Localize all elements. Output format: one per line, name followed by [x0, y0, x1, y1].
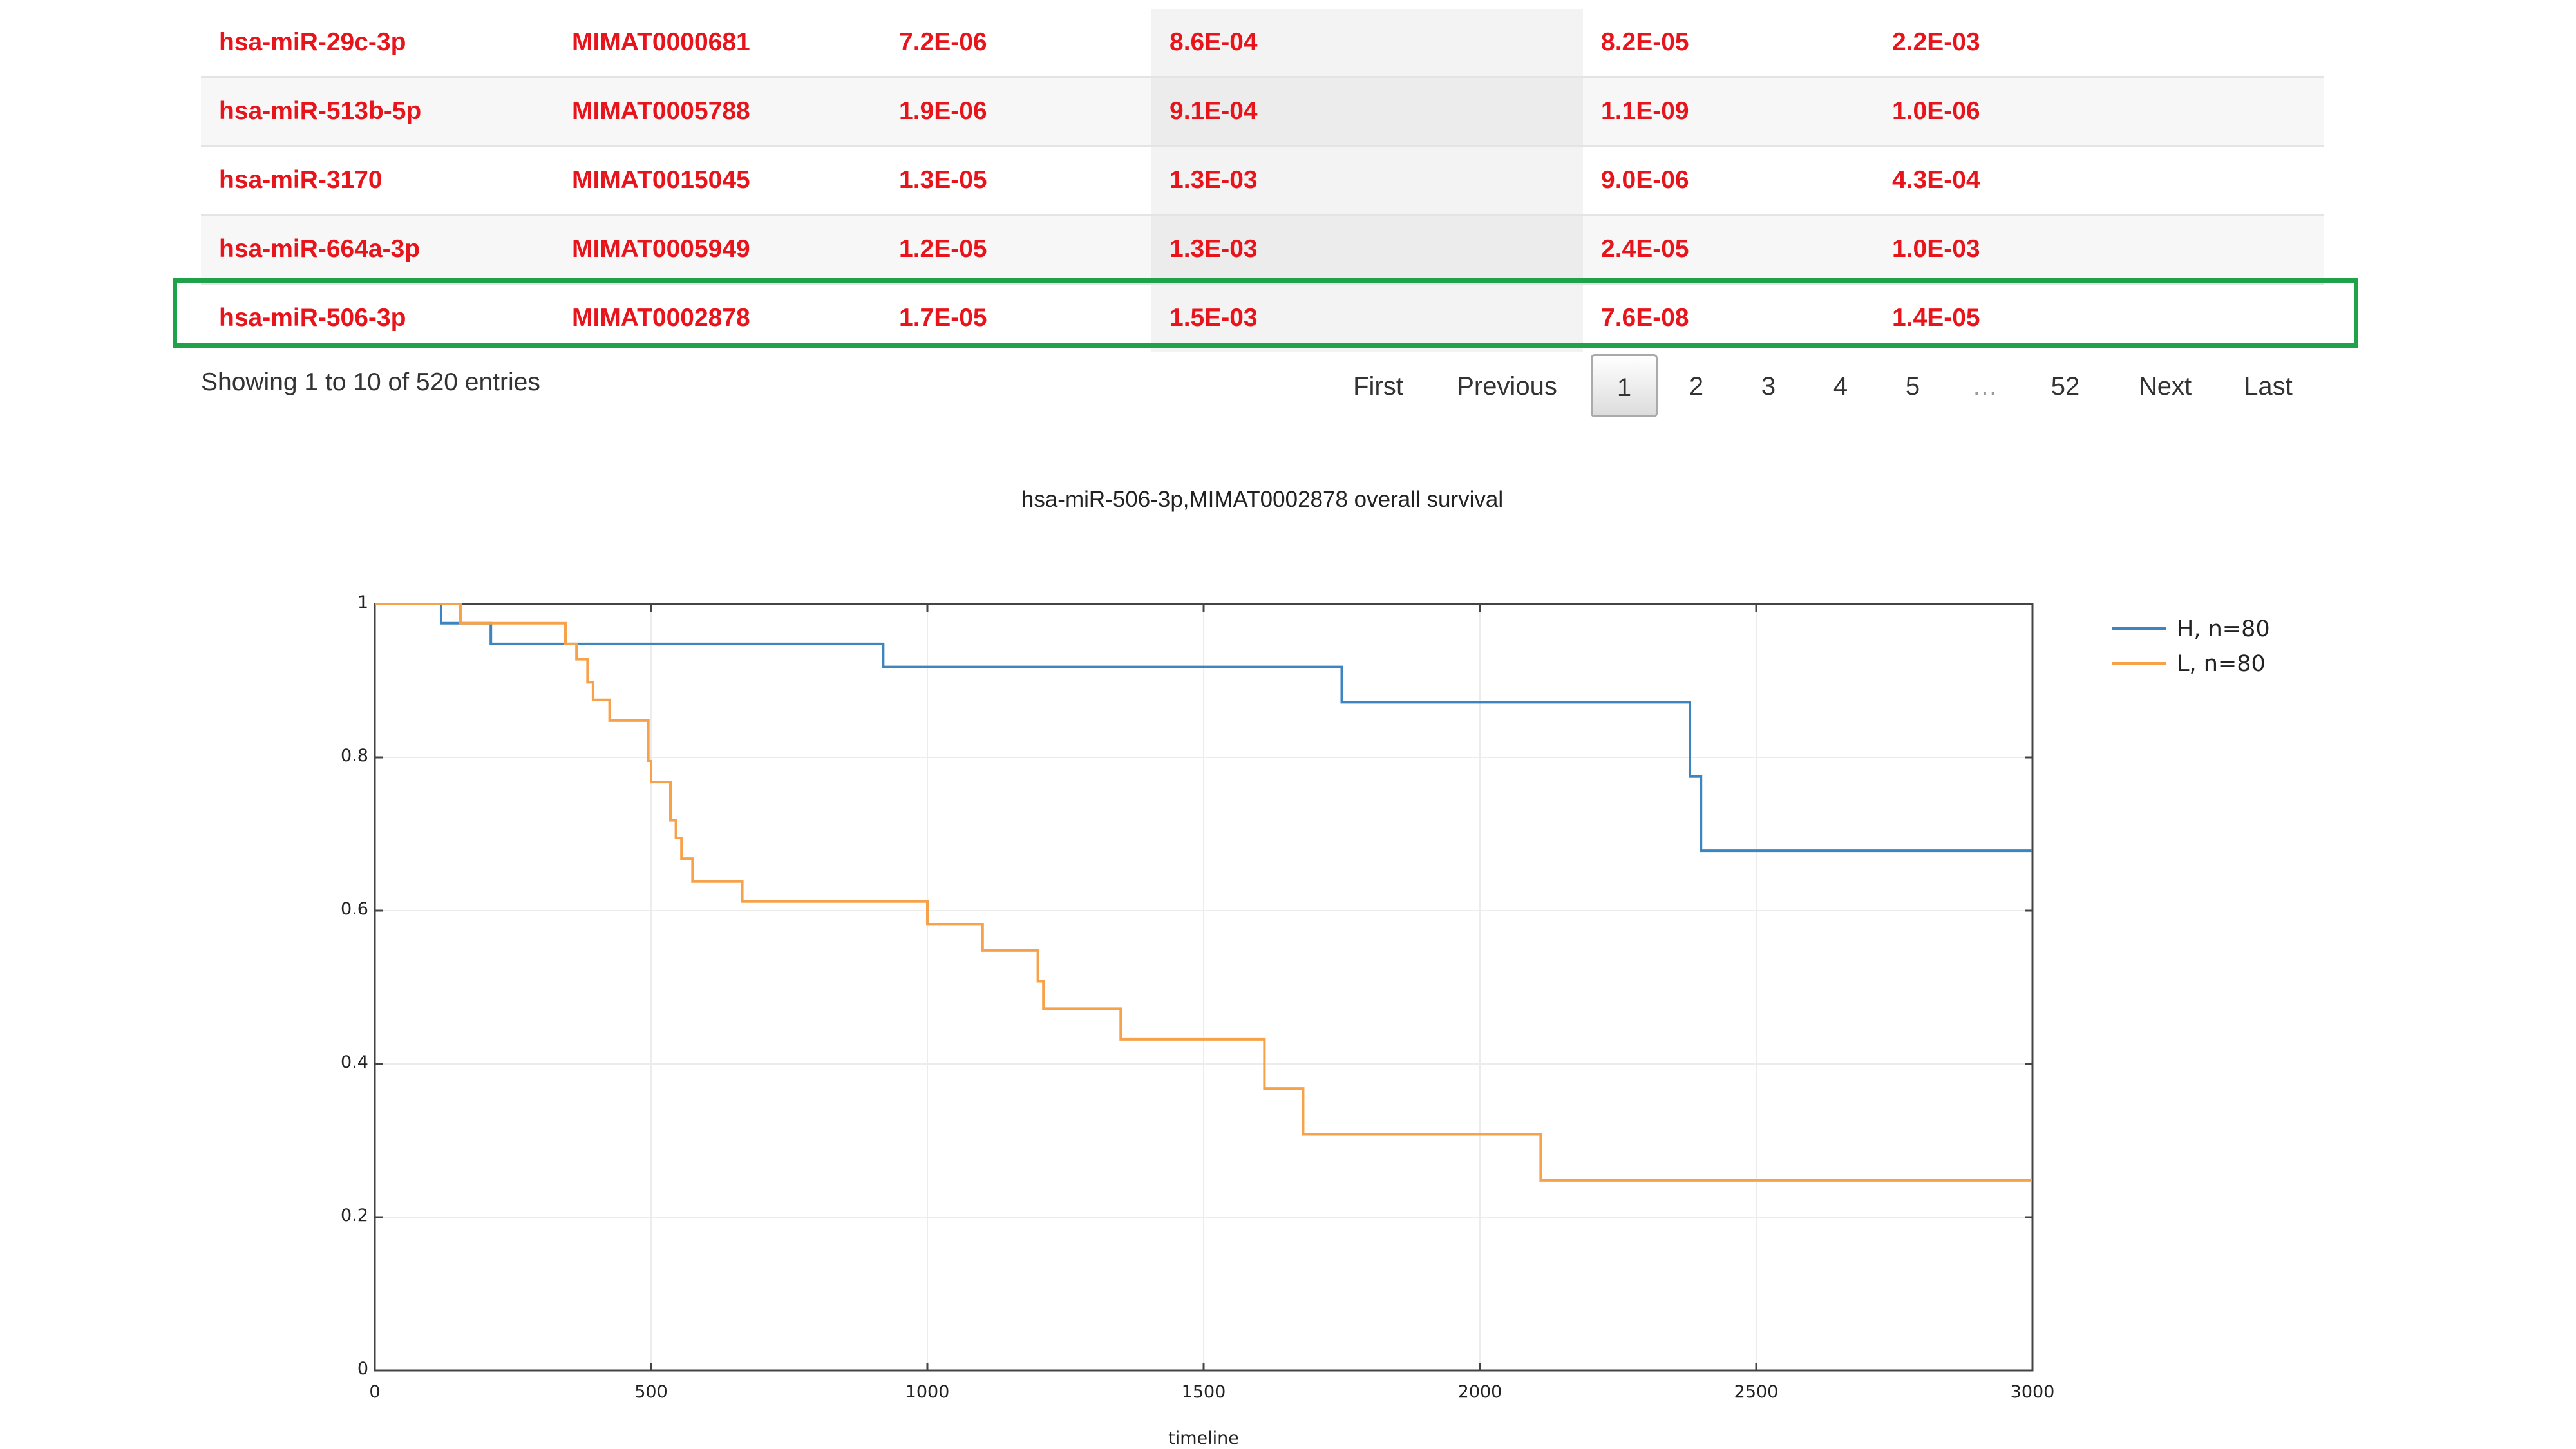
value-cell-4: 1.0E-06 — [1874, 77, 2324, 147]
value-cell-2: 9.1E-04 — [1151, 77, 1583, 147]
x-tick-label: 1000 — [905, 1382, 950, 1402]
value-cell-3: 9.0E-06 — [1583, 146, 1874, 216]
accession-cell: MIMAT0015045 — [554, 146, 881, 216]
value-cell-1: 1.7E-05 — [899, 304, 987, 332]
y-tick-label: 0.6 — [341, 899, 368, 919]
y-tick-label: 0.2 — [341, 1206, 368, 1226]
mirna-name-cell: hsa-miR-29c-3p — [201, 9, 554, 78]
pagination-page-2[interactable]: 2 — [1689, 372, 1704, 401]
y-tick-label: 0 — [357, 1359, 368, 1379]
chart-title: hsa-miR-506-3p,MIMAT0002878 overall surv… — [1021, 487, 1504, 512]
table-row[interactable]: hsa-miR-506-3p MIMAT0002878 1.7E-05 1.5E-03… — [201, 283, 2324, 352]
accession-cell: MIMAT0002878 — [572, 304, 750, 332]
value-cell-3: 1.1E-09 — [1583, 77, 1874, 147]
y-tick-label: 0.8 — [341, 746, 368, 766]
mirna-name-cell: hsa-miR-506-3p — [219, 304, 406, 332]
value-cell-3: 7.6E-08 — [1601, 304, 1689, 332]
pagination-page-4[interactable]: 4 — [1833, 372, 1848, 401]
accession-cell: MIMAT0000681 — [554, 9, 881, 78]
table-body: hsa-miR-29c-3p MIMAT0000681 7.2E-06 8.6E-04… — [201, 9, 2324, 352]
x-tick-label: 2000 — [1458, 1382, 1502, 1402]
table-row[interactable]: hsa-miR-513b-5p MIMAT0005788 1.9E-06 9.1E-0… — [201, 77, 2324, 147]
x-tick-label: 0 — [369, 1382, 380, 1402]
pagination-page-1[interactable]: 1 — [1591, 354, 1658, 417]
x-axis-label: timeline — [1168, 1428, 1239, 1448]
legend-label-l: L, n=80 — [2177, 651, 2266, 677]
x-tick-label: 1500 — [1182, 1382, 1226, 1402]
table-row[interactable]: hsa-miR-3170 MIMAT0015045 1.3E-05 1.3E-03 9.… — [201, 146, 2324, 216]
x-tick-label: 2500 — [1734, 1382, 1779, 1402]
x-tick-label: 3000 — [2011, 1382, 2055, 1402]
accession-cell: MIMAT0005788 — [554, 77, 881, 147]
pagination-page-3[interactable]: 3 — [1761, 372, 1776, 401]
accession-cell: MIMAT0005949 — [554, 214, 881, 285]
value-cell-1: 1.3E-05 — [881, 146, 1151, 216]
pagination-ellipsis: … — [1972, 372, 1998, 401]
value-cell-1: 1.2E-05 — [881, 214, 1151, 285]
value-cell-3: 8.2E-05 — [1583, 9, 1874, 78]
value-cell-4: 2.2E-03 — [1874, 9, 2324, 78]
results-table-area: hsa-miR-29c-3p MIMAT0000681 7.2E-06 8.6E-04… — [201, 0, 2324, 352]
table-info: Showing 1 to 10 of 520 entries — [201, 368, 540, 396]
value-cell-2: 1.3E-03 — [1151, 214, 1583, 285]
mirna-results-table: hsa-miR-29c-3p MIMAT0000681 7.2E-06 8.6E-04… — [201, 9, 2324, 352]
series-line-h — [375, 603, 2032, 853]
pagination-page-5[interactable]: 5 — [1905, 372, 1920, 401]
series-line-l — [375, 603, 2032, 1182]
value-cell-2: 8.6E-04 — [1151, 9, 1583, 78]
value-cell-3: 2.4E-05 — [1583, 214, 1874, 285]
y-tick-label: 0.4 — [341, 1052, 368, 1072]
pagination-first-button[interactable]: First — [1353, 372, 1403, 401]
value-cell-4: 1.0E-03 — [1874, 214, 2324, 285]
mirna-name-cell: hsa-miR-664a-3p — [201, 214, 554, 285]
x-tick-label: 500 — [634, 1382, 668, 1402]
y-tick-label: 1 — [357, 592, 368, 612]
mirna-name-cell: hsa-miR-513b-5p — [201, 77, 554, 147]
table-row[interactable]: hsa-miR-664a-3p MIMAT0005949 1.2E-05 1.3E-0… — [201, 214, 2324, 285]
pagination-previous-button[interactable]: Previous — [1457, 372, 1557, 401]
pagination-last-button[interactable]: Last — [2244, 372, 2293, 401]
value-cell-2: 1.5E-03 — [1151, 283, 1583, 352]
pagination-next-button[interactable]: Next — [2138, 372, 2192, 401]
value-cell-4: 1.4E-05 — [1892, 304, 1980, 332]
table-row[interactable]: hsa-miR-29c-3p MIMAT0000681 7.2E-06 8.6E-04… — [201, 9, 2324, 78]
value-cell-1: 7.2E-06 — [881, 9, 1151, 78]
value-cell-1: 1.9E-06 — [881, 77, 1151, 147]
mirna-name-cell: hsa-miR-3170 — [201, 146, 554, 216]
value-cell-2: 1.3E-03 — [1151, 146, 1583, 216]
value-cell-4: 4.3E-04 — [1874, 146, 2324, 216]
legend-label-h: H, n=80 — [2177, 616, 2270, 642]
pagination-page-52[interactable]: 52 — [2050, 372, 2080, 401]
